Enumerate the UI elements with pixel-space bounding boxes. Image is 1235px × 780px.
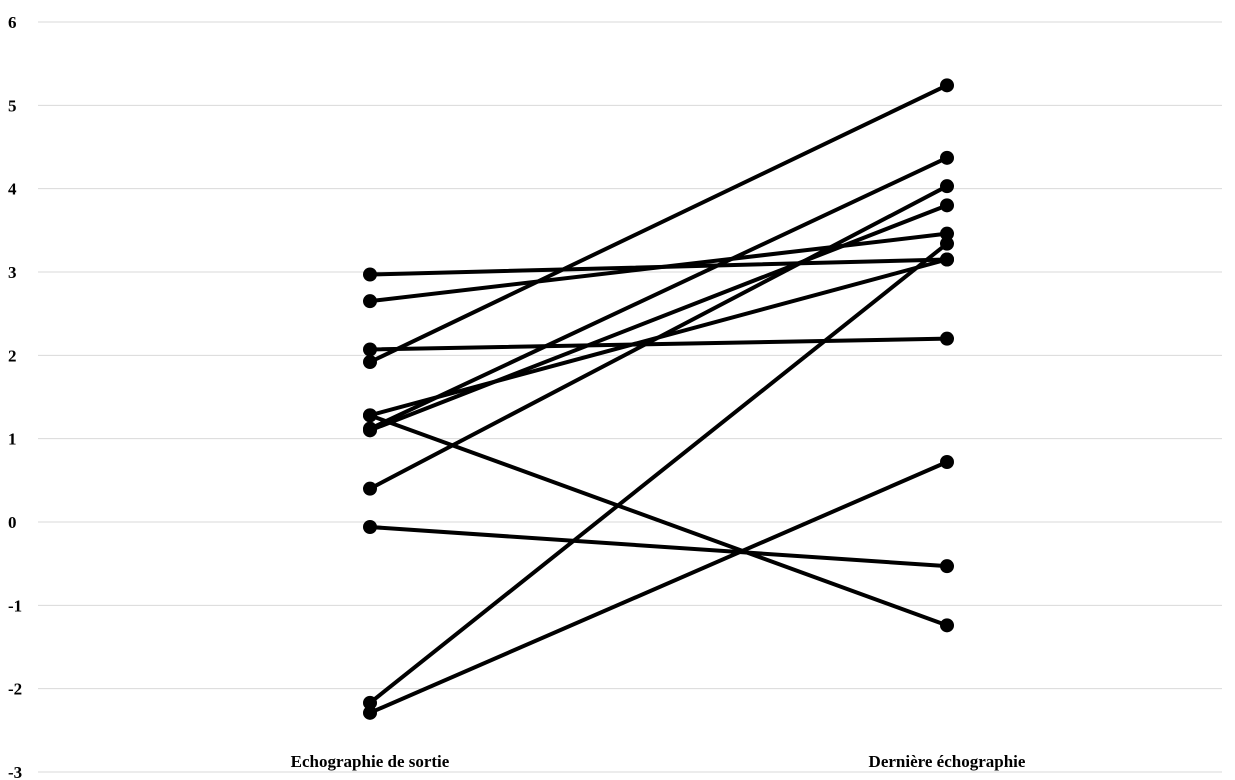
x-category-label: Dernière échographie bbox=[869, 752, 1026, 771]
data-point bbox=[940, 455, 954, 469]
series-line bbox=[370, 186, 947, 489]
data-point bbox=[940, 198, 954, 212]
series-line bbox=[370, 415, 947, 625]
data-point bbox=[940, 332, 954, 346]
data-point bbox=[363, 706, 377, 720]
y-tick-label: 5 bbox=[8, 96, 17, 115]
data-point bbox=[940, 151, 954, 165]
y-tick-label: -3 bbox=[8, 763, 22, 780]
series-line bbox=[370, 158, 947, 429]
data-point bbox=[363, 423, 377, 437]
data-point bbox=[363, 520, 377, 534]
series-lines bbox=[370, 85, 947, 713]
series-line bbox=[370, 527, 947, 566]
x-axis-categories: Echographie de sortie Dernière échographi… bbox=[291, 752, 1026, 771]
data-point bbox=[940, 253, 954, 267]
y-tick-label: -2 bbox=[8, 680, 22, 699]
y-tick-label: 0 bbox=[8, 513, 17, 532]
series-line bbox=[370, 205, 947, 430]
data-point bbox=[940, 179, 954, 193]
data-point bbox=[363, 343, 377, 357]
data-point bbox=[940, 618, 954, 632]
series-line bbox=[370, 339, 947, 350]
x-category-label: Echographie de sortie bbox=[291, 752, 450, 771]
data-point bbox=[363, 355, 377, 369]
y-tick-label: -1 bbox=[8, 596, 22, 615]
series-line bbox=[370, 462, 947, 713]
series-line bbox=[370, 244, 947, 703]
y-axis-ticks: -3 -2 -1 0 1 2 3 4 5 6 bbox=[8, 13, 22, 780]
y-tick-label: 6 bbox=[8, 13, 17, 32]
data-point bbox=[363, 482, 377, 496]
data-point bbox=[363, 268, 377, 282]
data-point bbox=[940, 559, 954, 573]
data-point bbox=[363, 408, 377, 422]
gridlines bbox=[38, 22, 1222, 772]
series-line bbox=[370, 85, 947, 362]
y-tick-label: 2 bbox=[8, 346, 17, 365]
data-point bbox=[363, 294, 377, 308]
data-point bbox=[940, 78, 954, 92]
y-tick-label: 3 bbox=[8, 263, 17, 282]
y-tick-label: 1 bbox=[8, 430, 17, 449]
data-point bbox=[940, 237, 954, 251]
y-tick-label: 4 bbox=[8, 180, 17, 199]
